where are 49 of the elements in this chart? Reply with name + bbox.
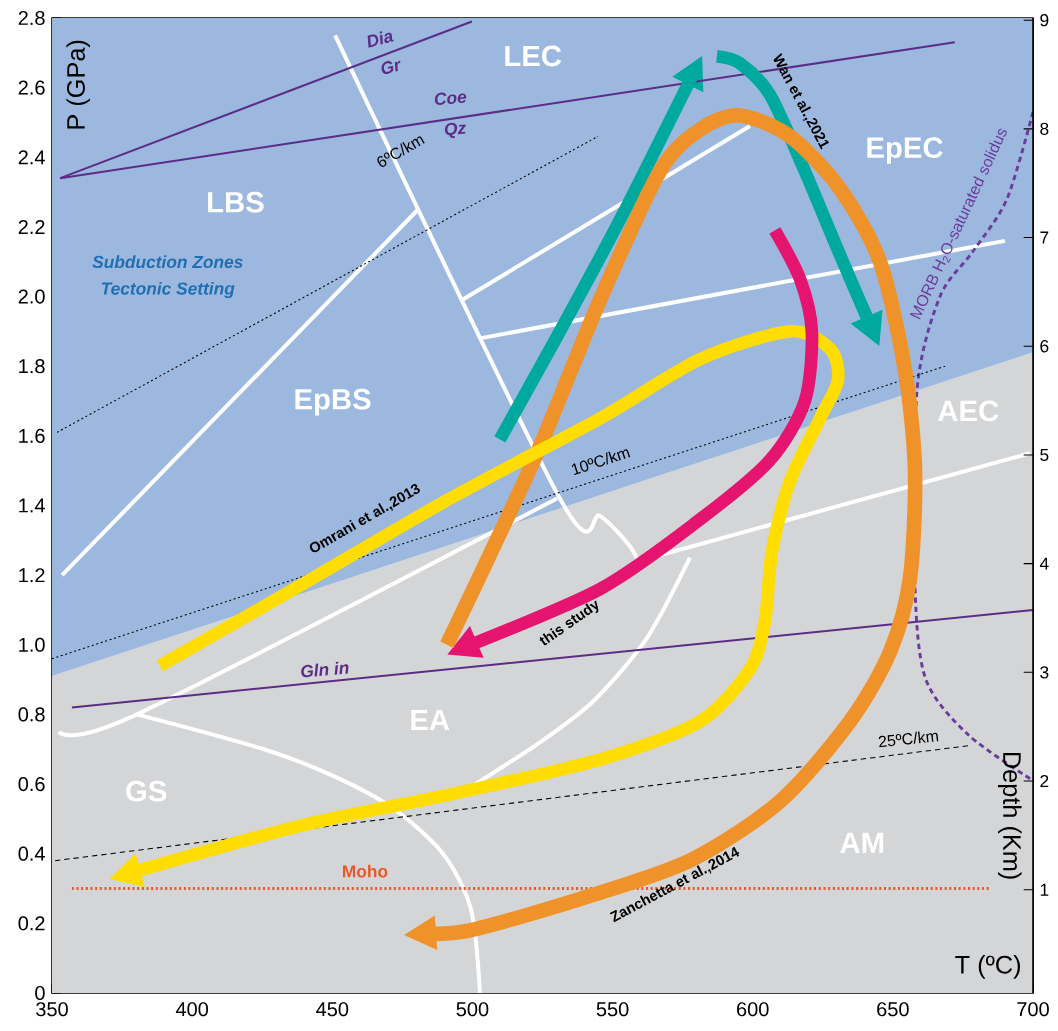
y2-tick-label: 6 [1040,340,1049,353]
x-tick-label: 500 [456,1002,489,1017]
y-tick-label: 1.6 [19,428,45,443]
annotation: EpEC [867,137,943,164]
y-tick-label: 1.4 [19,498,45,513]
y2-tick-label: 8 [1040,122,1049,135]
y-tick-label: 0.6 [18,776,45,792]
annotation: Gln in [301,661,349,678]
x-tick-label: 550 [596,1002,629,1017]
x-tick-label: 400 [175,1002,209,1017]
annotation: Moho [342,864,388,878]
annotation: Coe [434,92,467,105]
annotation: Gr [381,60,401,74]
y-tick-label: 1.8 [19,359,45,374]
y-tick-label: 2.8 [18,10,45,26]
y2-axis-title: Depth (Km) [998,752,1022,879]
annotation: EpBS [295,388,371,416]
x-tick-label: 450 [316,1002,349,1017]
y2-tick-label: 3 [1040,666,1049,679]
annotation: Subduction Zones [92,255,243,269]
y2-tick-label: 7 [1040,231,1049,244]
x-tick-label: 350 [36,1002,68,1017]
y-axis-title: P (GPa) [66,40,90,129]
x-axis-title: T (ºC) [955,955,1020,979]
annotation: 25ºC/km [878,731,939,748]
y-tick-label: 2.4 [18,150,45,165]
annotation: Tectonic Setting [101,281,235,299]
y-tick-label: 2.0 [18,289,45,304]
x-tick-label: 650 [877,1002,909,1017]
y-tick-label: 2.2 [18,219,45,234]
y-tick-label: 0.8 [18,707,45,722]
annotation: Dia [367,31,394,48]
y2-tick-label: 5 [1040,448,1049,461]
y-tick-label: 1.0 [19,637,45,652]
y-tick-label: 0.2 [18,916,45,931]
y2-tick-label: 2 [1040,774,1049,788]
y-tick-label: 2.6 [18,80,45,95]
x-tick-label: 600 [737,1002,769,1017]
annotation: LBS [208,191,264,213]
annotation: LEC [505,45,562,67]
annotation: 10ºC/km [571,449,631,476]
y-tick-label: 0 [35,985,45,1001]
y-tick-label: 1.2 [19,568,45,583]
y2-tick-label: 9 [1040,14,1049,27]
annotation: Qz [444,122,466,139]
y2-tick-label: 4 [1039,557,1049,570]
x-tick-label: 700 [1017,1002,1049,1017]
y-tick-label: 0.4 [18,846,45,861]
y2-tick-label: 1 [1040,883,1049,896]
